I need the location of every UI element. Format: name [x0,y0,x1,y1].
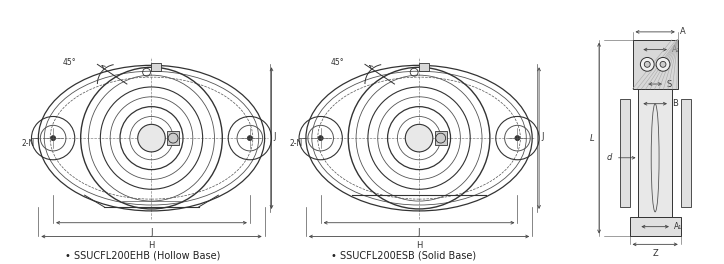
Text: A₂: A₂ [672,45,681,54]
Bar [167,131,179,145]
Bar [620,99,630,207]
Bar [639,89,672,217]
Text: A₁: A₁ [674,222,682,231]
Text: J: J [541,132,544,141]
Text: B: B [672,99,678,108]
Circle shape [51,136,56,140]
Text: S: S [667,79,672,88]
Text: 2-N: 2-N [289,139,303,148]
Bar [435,131,447,145]
Text: A: A [680,27,686,36]
Text: J: J [151,228,153,237]
Text: 2-N: 2-N [22,139,35,148]
Circle shape [660,62,666,67]
Text: • SSUCFL200EHB (Hollow Base): • SSUCFL200EHB (Hollow Base) [65,250,220,260]
Circle shape [515,136,520,140]
Text: 45°: 45° [63,58,77,67]
Bar [633,40,678,89]
Bar [419,63,429,71]
Text: J: J [274,132,276,141]
Circle shape [641,58,654,71]
Text: d: d [607,153,612,162]
Bar [630,217,681,237]
Text: Z: Z [652,249,658,258]
Bar [151,63,161,71]
Text: L: L [589,134,594,143]
Circle shape [248,136,253,140]
Circle shape [319,136,323,140]
Text: 45°: 45° [331,58,344,67]
Circle shape [138,124,165,152]
Bar [681,99,691,207]
Text: H: H [148,241,155,251]
Circle shape [405,124,433,152]
Text: • SSUCFL200ESB (Solid Base): • SSUCFL200ESB (Solid Base) [331,250,476,260]
Circle shape [644,62,650,67]
Circle shape [656,58,670,71]
Text: J: J [418,228,421,237]
Text: H: H [416,241,422,251]
